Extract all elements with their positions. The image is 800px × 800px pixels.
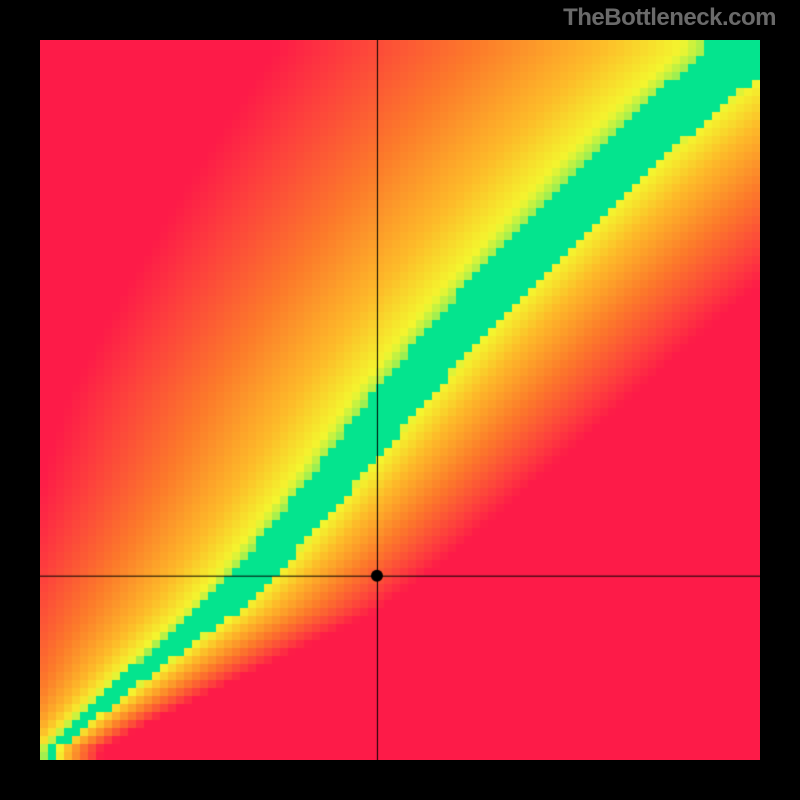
watermark-text: TheBottleneck.com: [563, 4, 776, 32]
heatmap-canvas: [40, 40, 760, 760]
chart-root: TheBottleneck.com: [0, 0, 800, 800]
heatmap-plot: [40, 40, 760, 760]
